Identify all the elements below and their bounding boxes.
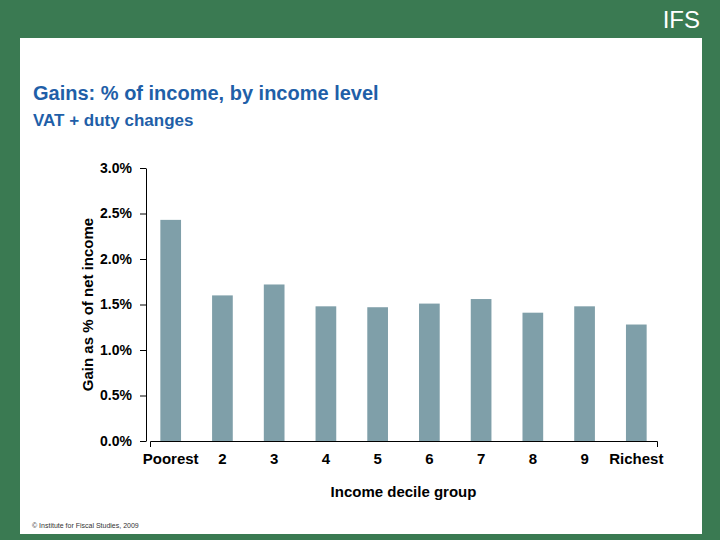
logo: IFS xyxy=(663,6,700,33)
bar xyxy=(264,284,285,441)
bar xyxy=(626,325,647,441)
bar xyxy=(419,304,440,441)
x-tick: 9 xyxy=(580,441,588,467)
y-tick: 3.0% xyxy=(100,160,146,176)
x-tick: 5 xyxy=(373,441,381,467)
y-tick-mark xyxy=(140,214,146,215)
x-tick-label: 2 xyxy=(218,450,226,467)
title: Gains: % of income, by income level xyxy=(33,82,379,104)
x-tick: 3 xyxy=(270,441,278,467)
x-tick-label: 4 xyxy=(322,450,331,467)
bars xyxy=(160,220,646,441)
x-tick-label: 5 xyxy=(373,450,381,467)
y-tick-label: 2.0% xyxy=(100,251,132,267)
y-tick-label: 3.0% xyxy=(100,160,132,176)
copyright: © Institute for Fiscal Studies, 2009 xyxy=(32,522,139,529)
x-tick: Richest xyxy=(609,441,663,467)
x-axis: Poorest 2 3 4 5 6 7 8 9 Richest xyxy=(143,441,664,467)
x-tick-label: Poorest xyxy=(143,450,199,467)
y-tick: 1.5% xyxy=(100,296,146,312)
y-tick-label: 2.5% xyxy=(100,205,132,221)
y-tick: 0.5% xyxy=(100,387,146,403)
y-tick-mark xyxy=(140,441,146,442)
frame xyxy=(0,0,720,540)
x-tick: 6 xyxy=(425,441,433,467)
x-axis-title: Income decile group xyxy=(331,483,477,500)
y-tick-label: 1.0% xyxy=(100,342,132,358)
bar xyxy=(160,220,181,441)
bar xyxy=(316,306,337,441)
x-tick-label: Richest xyxy=(609,450,663,467)
bar xyxy=(574,306,595,441)
chart: IFS © Institute for Fiscal Studies, 2009 G… xyxy=(0,0,720,540)
y-tick-mark xyxy=(140,396,146,397)
x-tick-label: 6 xyxy=(425,450,433,467)
x-tick: 8 xyxy=(529,441,537,467)
x-tick-label: 3 xyxy=(270,450,278,467)
y-axis: 0.0% 0.5% 1.0% 1.5% 2.0% 2.5% 3.0% xyxy=(100,160,146,449)
y-tick: 2.0% xyxy=(100,251,146,267)
x-tick: 2 xyxy=(218,441,226,467)
y-tick-mark xyxy=(140,259,146,260)
y-tick-label: 0.5% xyxy=(100,387,132,403)
y-tick-mark xyxy=(140,350,146,351)
bar xyxy=(367,307,388,441)
y-tick-label: 1.5% xyxy=(100,296,132,312)
x-tick: Poorest xyxy=(143,441,199,467)
bar xyxy=(471,299,492,441)
y-tick-label: 0.0% xyxy=(100,433,132,449)
y-tick-mark xyxy=(140,168,146,169)
x-axis-line xyxy=(151,442,658,448)
bar xyxy=(212,295,233,441)
y-tick: 2.5% xyxy=(100,205,146,221)
x-tick-label: 7 xyxy=(477,450,485,467)
y-axis-line xyxy=(146,169,147,442)
bar xyxy=(522,313,543,441)
subtitle: VAT + duty changes xyxy=(33,111,193,130)
y-axis-title: Gain as % of net income xyxy=(79,218,96,391)
y-tick: 0.0% xyxy=(100,433,146,449)
x-tick-label: 9 xyxy=(580,450,588,467)
panel xyxy=(20,38,702,534)
x-tick-label: 8 xyxy=(529,450,537,467)
y-tick: 1.0% xyxy=(100,342,146,358)
x-tick: 4 xyxy=(322,441,331,467)
y-tick-mark xyxy=(140,305,146,306)
x-tick: 7 xyxy=(477,441,485,467)
